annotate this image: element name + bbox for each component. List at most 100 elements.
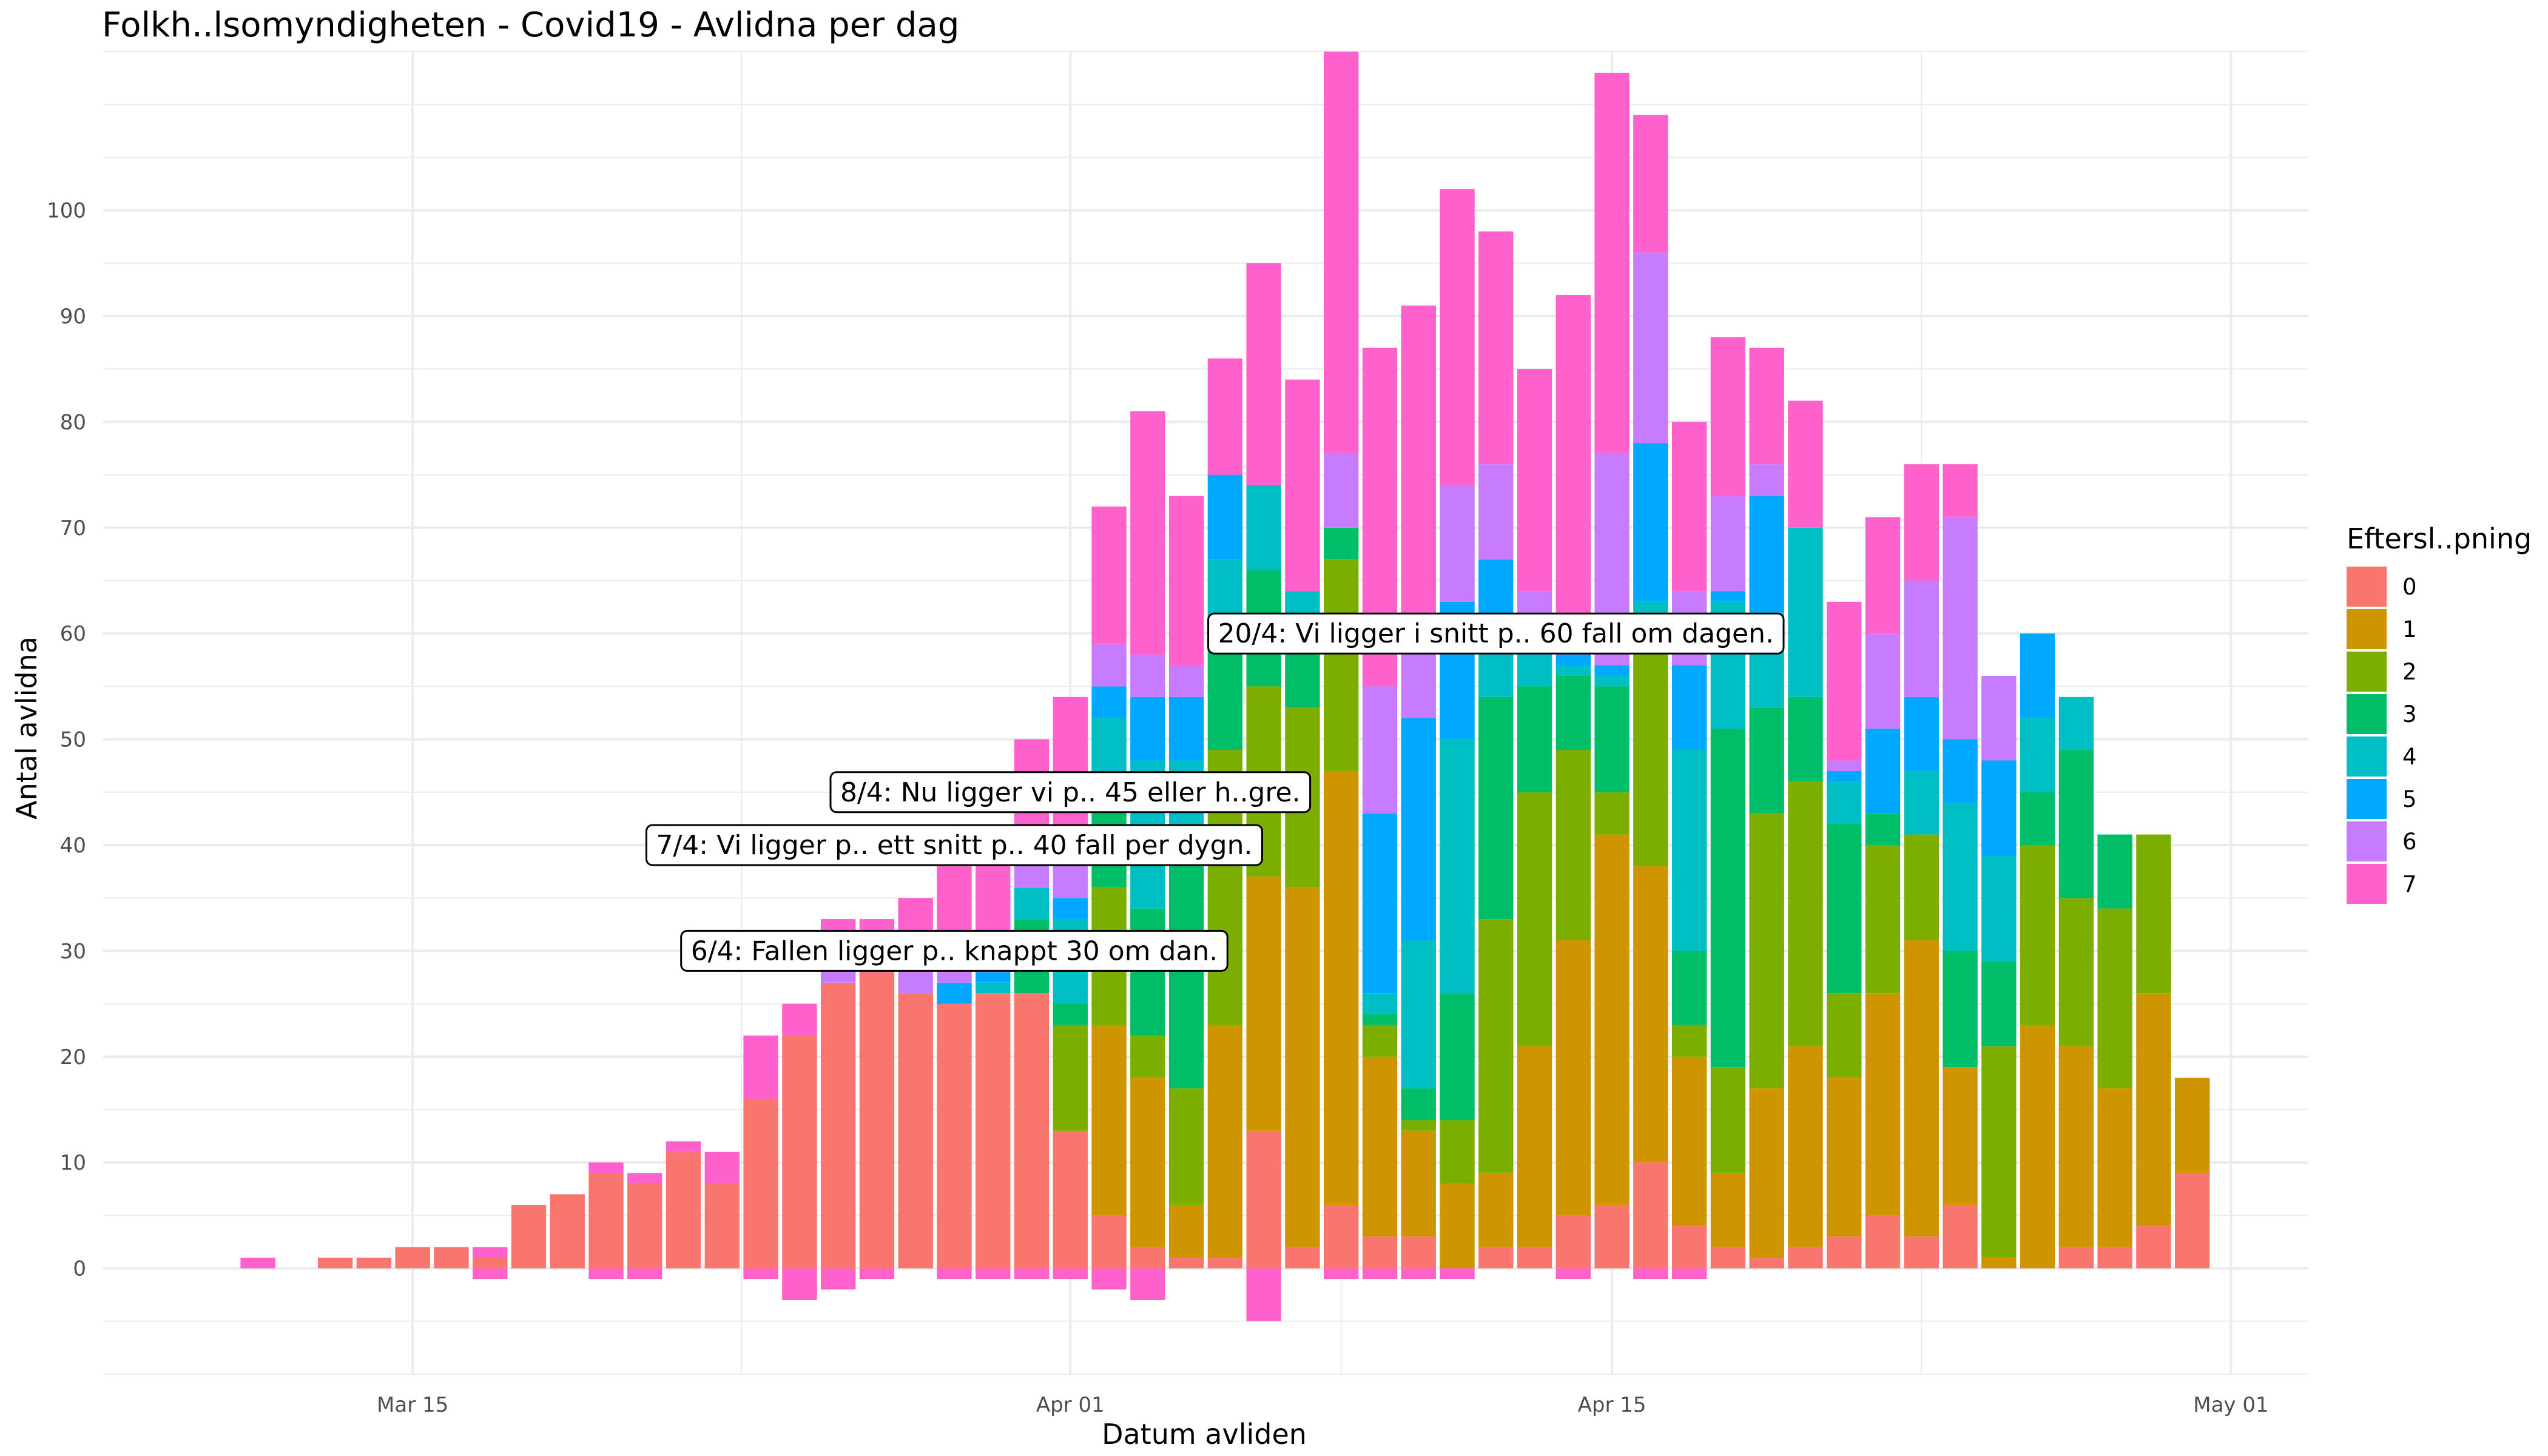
bar-segment-lag-3 xyxy=(1981,961,2017,1046)
bar-segment-lag-7 xyxy=(1671,422,1707,592)
bar-segment-lag-0 xyxy=(2136,1225,2171,1269)
bar-segment-lag-4 xyxy=(1014,887,1050,920)
bar-segment-lag-5 xyxy=(1981,760,2017,856)
bar-segment-lag-6 xyxy=(820,972,856,983)
bar-segment-lag-7 xyxy=(1014,1268,1050,1279)
bar-segment-lag-3 xyxy=(1517,686,1552,792)
bar-segment-lag-6 xyxy=(1362,686,1398,814)
legend: Eftersl..pning 0 1 2 3 4 5 6 7 xyxy=(2347,522,2532,904)
y-tick-label: 90 xyxy=(60,305,86,329)
bar-segment-lag-6 xyxy=(937,972,972,983)
bar-segment-lag-4 xyxy=(1246,485,1281,570)
bar-segment-lag-3 xyxy=(1440,993,1475,1121)
y-tick-label: 10 xyxy=(60,1151,86,1175)
bar-segment-lag-0 xyxy=(743,1099,778,1269)
bar-segment-lag-0 xyxy=(473,1258,508,1269)
bar-segment-lag-7 xyxy=(666,1141,701,1152)
bar-segment-lag-0 xyxy=(1517,1247,1552,1269)
bar-segment-lag-7 xyxy=(1130,1268,1165,1300)
bar-segment-lag-3 xyxy=(2058,750,2094,898)
bar-segment-lag-0 xyxy=(1865,1215,1901,1269)
bar-segment-lag-0 xyxy=(898,993,933,1269)
bar-segment-lag-4 xyxy=(1555,665,1591,676)
bar-segment-lag-5 xyxy=(1633,443,1668,602)
bar-segment-lag-3 xyxy=(1053,1003,1088,1025)
bar-segment-lag-2 xyxy=(1053,1025,1088,1131)
bar-segment-lag-7 xyxy=(1168,496,1204,666)
bar-segment-lag-0 xyxy=(1594,1204,1630,1269)
bar-segment-lag-7 xyxy=(1440,1268,1475,1279)
bar-segment-lag-7 xyxy=(1555,1268,1591,1279)
bar-segment-lag-6 xyxy=(1710,496,1746,592)
bar-segment-lag-1 xyxy=(1827,1077,1862,1237)
bar-segment-lag-7 xyxy=(782,1003,817,1036)
x-tick-label: Apr 01 xyxy=(1036,1393,1105,1417)
y-tick-label: 30 xyxy=(60,939,86,963)
bar-segment-lag-0 xyxy=(1904,1236,1939,1269)
bar-segment-lag-6 xyxy=(898,972,933,994)
bar-segment-lag-7 xyxy=(1943,464,1978,517)
bar-segment-lag-1 xyxy=(2020,1025,2055,1269)
bar-segment-lag-3 xyxy=(1362,1014,1398,1025)
bar-segment-lag-7 xyxy=(240,1258,275,1269)
bar-segment-lag-3 xyxy=(1749,707,1784,814)
bar-segment-lag-0 xyxy=(1246,1130,1281,1269)
bar-segment-lag-1 xyxy=(1207,1025,1243,1258)
bar-segment-lag-2 xyxy=(1324,559,1359,771)
legend-key-1 xyxy=(2347,609,2387,649)
annotation-box xyxy=(680,929,1228,972)
bar-segment-lag-5 xyxy=(1594,665,1630,676)
bar-segment-lag-7 xyxy=(473,1268,508,1279)
bar-segment-lag-6 xyxy=(1904,581,1939,697)
bar-segment-lag-6 xyxy=(1168,665,1204,697)
bar-segment-lag-2 xyxy=(1865,845,1901,994)
bar-segment-lag-3 xyxy=(1478,696,1514,920)
y-tick-label: 60 xyxy=(60,622,86,646)
bar-segment-lag-6 xyxy=(1865,633,1901,729)
bar-segment-lag-7 xyxy=(820,1268,856,1290)
annotation-label: 6/4: Fallen ligger p.. knappt 30 om dan. xyxy=(691,935,1218,966)
x-tick-label: Apr 15 xyxy=(1578,1393,1646,1417)
bar-segment-lag-7 xyxy=(1091,506,1127,644)
bar-segment-lag-4 xyxy=(2020,718,2055,792)
bar-segment-lag-0 xyxy=(1324,1204,1359,1269)
bar-segment-lag-1 xyxy=(1440,1184,1475,1269)
bar-segment-lag-3 xyxy=(1671,951,1707,1025)
bar-segment-lag-0 xyxy=(1633,1162,1668,1269)
bar-segment-lag-7 xyxy=(1401,1268,1436,1279)
bar-segment-lag-7 xyxy=(588,1268,624,1279)
bar-segment-lag-1 xyxy=(1324,770,1359,1205)
bar-segment-lag-7 xyxy=(1246,263,1281,486)
bar-segment-lag-2 xyxy=(2020,845,2055,1025)
legend-label: 6 xyxy=(2402,829,2417,855)
bar-segment-lag-1 xyxy=(1130,1077,1165,1247)
bar-segment-lag-0 xyxy=(1362,1236,1398,1269)
bar-segment-lag-7 xyxy=(627,1173,662,1184)
bar-segment-lag-7 xyxy=(743,1035,778,1099)
bar-segment-lag-7 xyxy=(976,1268,1011,1279)
legend-key-2 xyxy=(2347,652,2387,692)
bar-segment-lag-4 xyxy=(976,982,1011,994)
bar-segment-lag-0 xyxy=(782,1035,817,1269)
bar-segment-lag-1 xyxy=(2058,1046,2094,1247)
grid xyxy=(103,51,2308,1375)
bar-segment-lag-0 xyxy=(1168,1258,1204,1269)
bar-segment-lag-6 xyxy=(1130,655,1165,697)
bar-segment-lag-0 xyxy=(1943,1204,1978,1269)
bar-segment-lag-1 xyxy=(1091,1025,1127,1216)
bar-segment-lag-7 xyxy=(1324,1268,1359,1279)
bar-segment-lag-0 xyxy=(937,1003,972,1269)
bar-segment-lag-3 xyxy=(1285,644,1320,708)
annotations: 20/4: Vi ligger i snitt p.. 60 fall om d… xyxy=(645,612,1785,972)
x-tick-label: May 01 xyxy=(2193,1393,2268,1417)
bar-segment-lag-0 xyxy=(1091,1215,1127,1269)
bar-segment-lag-7 xyxy=(1594,72,1630,454)
bar-segment-lag-0 xyxy=(511,1204,547,1269)
bar-segment-lag-3 xyxy=(1555,675,1591,750)
bar-segment-lag-2 xyxy=(1362,1025,1398,1057)
bar-segment-lag-5 xyxy=(1943,739,1978,803)
bar-segment-lag-7 xyxy=(1865,517,1901,634)
bar-segment-lag-0 xyxy=(1401,1236,1436,1269)
bar-segment-lag-0 xyxy=(1788,1247,1823,1269)
